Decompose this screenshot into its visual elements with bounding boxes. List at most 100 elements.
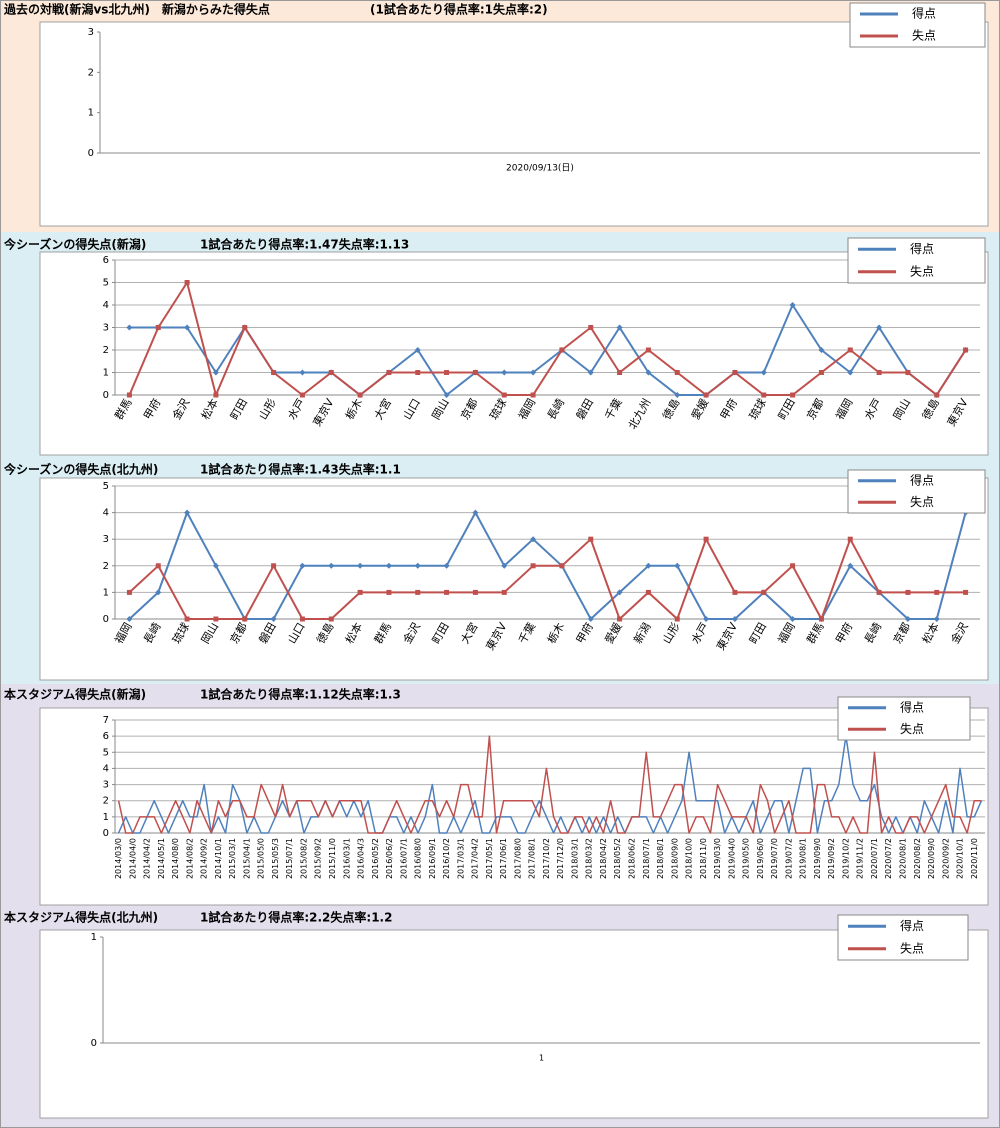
y-tick-label: 1	[88, 108, 94, 119]
legend-label: 失点	[910, 263, 934, 278]
marker	[617, 616, 623, 622]
marker	[501, 369, 508, 376]
marker	[270, 616, 277, 622]
x-tick-label: 2020/09/13(日)	[506, 163, 574, 174]
y-tick-label: 0	[88, 148, 94, 159]
marker	[674, 392, 681, 398]
x-tick-label: 2015/08/2	[299, 838, 308, 879]
marker	[587, 369, 594, 376]
series-line	[117, 735, 982, 834]
marker	[415, 370, 421, 375]
chart-title: 今シーズンの得失点(新潟)	[3, 237, 146, 252]
y-tick-label: 3	[88, 27, 94, 38]
marker	[732, 589, 738, 595]
marker	[818, 370, 824, 375]
x-tick-label: 2018/11/0	[699, 838, 708, 879]
marker	[847, 347, 853, 353]
marker	[386, 589, 392, 595]
marker	[242, 616, 248, 622]
chart-title: 今シーズンの得失点(北九州)	[3, 462, 158, 477]
x-tick-label: 2020/09/0	[927, 838, 936, 879]
x-tick-label: 2020/07/1	[870, 838, 879, 879]
chart-title: 本スタジアム得失点(新潟)	[4, 687, 146, 702]
x-tick-label: 2017/08/0	[513, 838, 522, 879]
legend-label: 失点	[900, 940, 924, 955]
chart-area	[39, 21, 989, 227]
marker	[963, 589, 969, 595]
x-tick-label: 2014/08/0	[171, 838, 180, 879]
marker	[155, 589, 162, 596]
x-tick-label: 2016/03/1	[342, 838, 351, 879]
marker	[184, 616, 190, 622]
x-tick-label: 2016/09/1	[428, 838, 437, 879]
x-tick-label: 2018/08/1	[656, 838, 665, 879]
marker	[299, 562, 306, 569]
x-tick-label: 2017/06/1	[499, 838, 508, 879]
marker	[472, 509, 479, 516]
x-tick-label: 2016/06/2	[385, 838, 394, 879]
marker	[126, 392, 132, 398]
marker	[271, 563, 277, 569]
chart-title: 過去の対戦(新潟vs北九州) 新潟からみた得失点	[3, 2, 270, 17]
marker	[443, 392, 450, 398]
x-tick-label: 2015/03/1	[228, 838, 237, 879]
x-tick-label: 2015/09/2	[314, 838, 323, 879]
x-tick-label: 2019/09/2	[827, 838, 836, 879]
series-line	[128, 538, 966, 620]
marker	[933, 616, 940, 622]
x-tick-label: 2019/10/2	[841, 838, 850, 879]
x-tick-label: 2018/09/0	[670, 838, 679, 879]
marker	[530, 392, 536, 398]
series-line	[128, 511, 967, 620]
legend-label: 得点	[910, 472, 934, 487]
x-tick-label: 2016/10/2	[442, 838, 451, 879]
series-line	[117, 735, 983, 834]
y-tick-label: 0	[103, 614, 109, 625]
marker	[674, 370, 680, 375]
marker	[674, 616, 680, 622]
y-tick-label: 0	[103, 828, 109, 839]
y-tick-label: 5	[103, 481, 109, 492]
marker	[703, 536, 709, 542]
legend-box	[847, 237, 986, 284]
marker	[213, 392, 219, 398]
marker	[818, 616, 824, 622]
marker	[271, 370, 277, 375]
y-tick-label: 5	[103, 278, 109, 289]
marker	[501, 589, 507, 595]
legend-box	[849, 2, 986, 48]
marker	[530, 563, 536, 569]
x-tick-label: 2018/06/2	[628, 838, 637, 879]
marker	[963, 347, 969, 353]
marker	[501, 392, 507, 398]
x-tick-label: 2020/08/2	[913, 838, 922, 879]
x-tick-label: 2014/08/2	[185, 838, 194, 879]
marker	[184, 324, 191, 331]
x-tick-label: 2019/04/0	[727, 838, 736, 879]
marker	[645, 347, 651, 353]
y-tick-label: 2	[103, 796, 109, 807]
marker	[472, 589, 478, 595]
x-tick-label: 2018/03/1	[570, 838, 579, 879]
marker	[616, 324, 623, 331]
y-tick-label: 1	[103, 812, 109, 823]
marker	[790, 563, 796, 569]
x-tick-label: 2015/07/1	[285, 838, 294, 879]
marker	[588, 325, 594, 330]
marker	[559, 563, 565, 569]
x-tick-label: 2017/03/1	[456, 838, 465, 879]
chart-subtitle: 1試合あたり得点率:2.2失点率:1.2	[200, 910, 392, 925]
x-tick-label: 2018/07/1	[642, 838, 651, 879]
x-tick-label: 2018/05/2	[613, 838, 622, 879]
x-tick-label: 2019/08/1	[799, 838, 808, 879]
x-tick-label: 2020/09/2	[941, 838, 950, 879]
x-tick-label: 2019/06/0	[756, 838, 765, 879]
marker	[357, 562, 364, 569]
marker	[645, 369, 652, 376]
marker	[213, 616, 219, 622]
marker	[385, 562, 392, 569]
chart-title: 本スタジアム得失点(北九州)	[4, 910, 158, 925]
legend-box	[837, 914, 969, 961]
x-tick-label: 2015/05/3	[271, 838, 280, 879]
x-tick-label: 2017/04/2	[471, 838, 480, 879]
